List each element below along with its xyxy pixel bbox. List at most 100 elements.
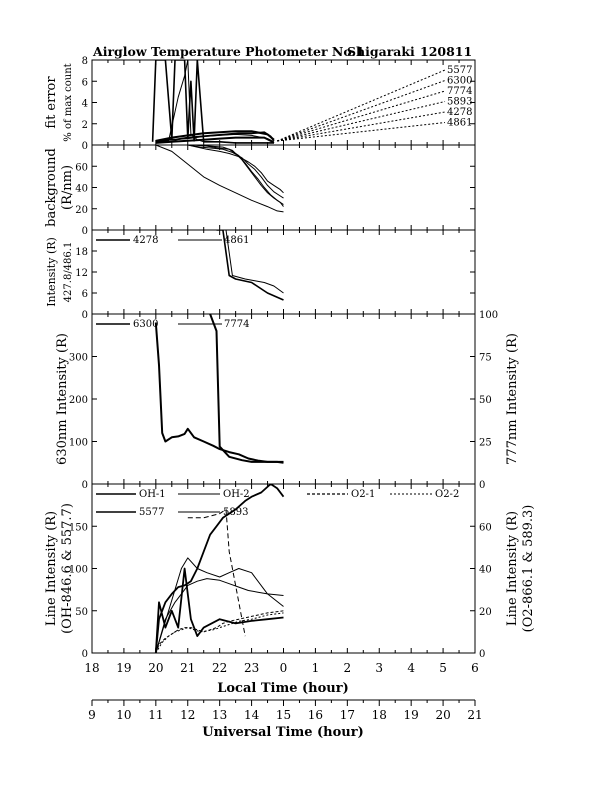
local-time-label: Local Time (hour)	[217, 681, 349, 696]
legend-label: O2-2	[435, 489, 459, 500]
local-time-ticks: 18 19 20 21 22 23 0 1 2 3 4 5 6	[84, 661, 478, 675]
panel-frame	[91, 313, 476, 485]
figure-date: 120811	[420, 44, 472, 59]
series-line-4	[154, 567, 284, 653]
panel-int1: 0 6 12 18 Intensity (R) 427.8/486.1 4278 4861	[45, 229, 476, 321]
y-tick-label: 300	[69, 353, 88, 364]
ut-tick-label: 17	[340, 708, 355, 722]
local-time-tick-label: 2	[344, 661, 352, 675]
y-axis-label: Intensity (R)	[45, 237, 58, 307]
y-tick-label: 6	[82, 77, 88, 88]
y2-axis-label: Line Intensity (R)	[505, 511, 520, 626]
local-time-tick-label: 20	[148, 661, 163, 675]
local-time-tick-label: 4	[407, 661, 415, 675]
y-axis-label: fit error	[44, 76, 59, 129]
fit-legend-ray	[277, 122, 446, 142]
y-tick-label: 0	[82, 480, 88, 491]
y-axis-label: Line Intensity (R)	[44, 511, 59, 626]
y-tick-label: 12	[75, 268, 88, 279]
ut-label: Universal Time (hour)	[202, 725, 364, 740]
series-fit-2	[155, 130, 275, 142]
legend-label: 7774	[224, 319, 249, 330]
ut-tick-label: 10	[116, 708, 131, 722]
y-tick-label: 20	[75, 205, 88, 216]
panel-frame	[91, 59, 476, 146]
y-tick-label: 2	[82, 120, 88, 131]
legend-label: 4861	[224, 235, 249, 246]
series-line-6	[187, 508, 246, 637]
legend-label: OH-2	[223, 489, 250, 500]
panel-bg: 0 20 40 60 background (R/nm)	[44, 144, 476, 237]
ut-tick-label: 20	[435, 708, 450, 722]
ut-tick-label: 12	[180, 708, 195, 722]
fit-legend-ray	[276, 90, 446, 142]
series-int1-0	[216, 230, 284, 301]
y-axis-label-2: 427.8/486.1	[63, 242, 74, 303]
y2-tick-label: 0	[479, 649, 485, 660]
ut-ticks: 9 10 11 12 13 14 15 16 17 18 19 20 21	[88, 700, 483, 722]
series-bg-0	[155, 145, 284, 213]
ut-tick-label: 18	[372, 708, 387, 722]
y-axis-label: 630nm Intensity (R)	[55, 333, 70, 465]
series-fit-1	[155, 136, 275, 144]
ut-tick-label: 16	[308, 708, 323, 722]
y-axis-label: background	[44, 148, 59, 227]
y-tick-label: 40	[75, 184, 88, 195]
fit-legend-label: 5577	[447, 65, 472, 76]
figure-station: Shigaraki	[347, 44, 415, 59]
local-time-tick-label: 23	[244, 661, 259, 675]
local-time-tick-label: 5	[439, 661, 447, 675]
y2-tick-label: 40	[479, 565, 492, 576]
ut-tick-label: 13	[212, 708, 227, 722]
y-tick-label: 150	[69, 522, 88, 533]
y2-tick-label: 50	[479, 395, 492, 406]
y2-tick-label: 60	[479, 522, 492, 533]
figure-title-text: Airglow Temperature Photometer No.1	[92, 44, 365, 59]
legend-label: 5893	[223, 507, 248, 518]
series-int2-0	[154, 322, 284, 464]
ut-tick-label: 14	[244, 708, 260, 722]
y-tick-label: 18	[75, 247, 88, 258]
fit-legend-ray	[276, 80, 446, 142]
y-tick-label: 4	[82, 99, 88, 110]
local-time-tick-label: 18	[84, 661, 99, 675]
fit-legend-label: 5893	[447, 97, 472, 108]
y2-tick-label: 0	[479, 480, 485, 491]
fit-legend-ray	[277, 101, 446, 142]
ut-tick-label: 19	[404, 708, 419, 722]
series-line-5	[155, 557, 284, 653]
panel-fit: 0 2 4 6 8 fit error % of max count 557763007774…	[44, 56, 476, 152]
local-time-tick-label: 6	[471, 661, 479, 675]
series-fit-5	[155, 60, 274, 144]
fit-legend-label: 4278	[447, 107, 472, 118]
y-tick-label: 0	[82, 141, 88, 152]
fit-legend-label: 7774	[447, 86, 472, 97]
series-fit-3	[155, 133, 275, 143]
fit-legend-label: 6300	[447, 76, 472, 87]
y-tick-label: 6	[82, 289, 88, 300]
legend-label: OH-1	[139, 489, 166, 500]
y-axis-label-2: (R/nm)	[60, 165, 75, 210]
y2-axis-label: 777nm Intensity (R)	[505, 333, 520, 465]
y-axis-label-2: % of max count	[63, 63, 74, 141]
fit-legend-ray	[276, 69, 446, 142]
y-tick-label: 100	[69, 565, 88, 576]
y-tick-label: 200	[69, 395, 88, 406]
local-time-tick-label: 21	[180, 661, 195, 675]
series-line-0	[154, 484, 285, 653]
y-tick-label: 8	[82, 56, 88, 67]
ut-tick-label: 9	[88, 708, 96, 722]
local-time-tick-label: 19	[116, 661, 131, 675]
local-time-tick-label: 22	[212, 661, 227, 675]
y2-tick-label: 20	[479, 607, 492, 618]
series-int1-1	[225, 230, 284, 294]
series-bg-2	[187, 145, 284, 199]
fit-legend-label: 4861	[447, 118, 472, 129]
y2-tick-label: 100	[479, 310, 498, 321]
fit-legend-ray	[277, 111, 446, 142]
y2-tick-label: 25	[479, 438, 492, 449]
y-tick-label: 60	[75, 162, 88, 173]
